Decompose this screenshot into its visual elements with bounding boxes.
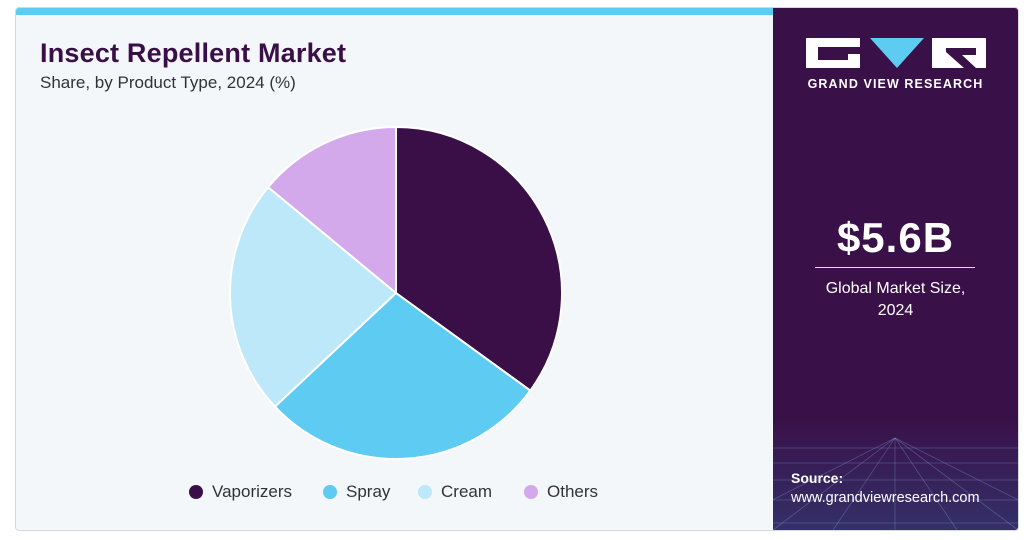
decorative-grid (773, 418, 1018, 530)
pie-slice-vaporizers (395, 125, 564, 392)
legend-swatch (189, 485, 203, 499)
market-size-value: $5.6B (836, 214, 955, 261)
market-caption-line1: Global Market Size, (825, 280, 966, 297)
accent-bar (16, 8, 773, 15)
infographic-card: Insect Repellent Market Share, by Produc… (15, 7, 1019, 531)
market-size-caption: Global Market Size, 2024 (773, 278, 1018, 322)
legend-item-vaporizers: Vaporizers (189, 482, 292, 502)
pie-slice-spray (273, 291, 532, 460)
pie-chart (229, 125, 564, 460)
legend-label: Others (547, 482, 599, 501)
chart-panel: Insect Repellent Market Share, by Produc… (16, 8, 773, 530)
legend-item-spray: Spray (323, 482, 390, 502)
divider (815, 267, 975, 268)
chart-subtitle: Share, by Product Type, 2024 (%) (40, 73, 296, 92)
chart-legend: Vaporizers Spray Cream Others (16, 482, 773, 504)
chart-title: Insect Repellent Market (40, 38, 347, 68)
source-label: Source: (791, 470, 844, 486)
info-sidebar: GRAND VIEW RESEARCH $5.6B Global Market … (773, 8, 1018, 530)
pie-slice-others (266, 125, 397, 296)
source-url[interactable]: www.grandviewresearch.com (791, 490, 980, 506)
pie-slice-cream (229, 185, 398, 409)
market-caption-line2: 2024 (877, 302, 914, 319)
legend-label: Spray (346, 482, 391, 501)
legend-swatch (524, 485, 538, 499)
legend-swatch (323, 485, 337, 499)
legend-label: Vaporizers (212, 482, 292, 501)
legend-label: Cream (441, 482, 493, 501)
brand-name: GRAND VIEW RESEARCH (807, 77, 984, 91)
legend-swatch (418, 485, 432, 499)
legend-item-cream: Cream (418, 482, 492, 502)
gvr-logo-icon (806, 38, 986, 68)
legend-item-others: Others (524, 482, 598, 502)
